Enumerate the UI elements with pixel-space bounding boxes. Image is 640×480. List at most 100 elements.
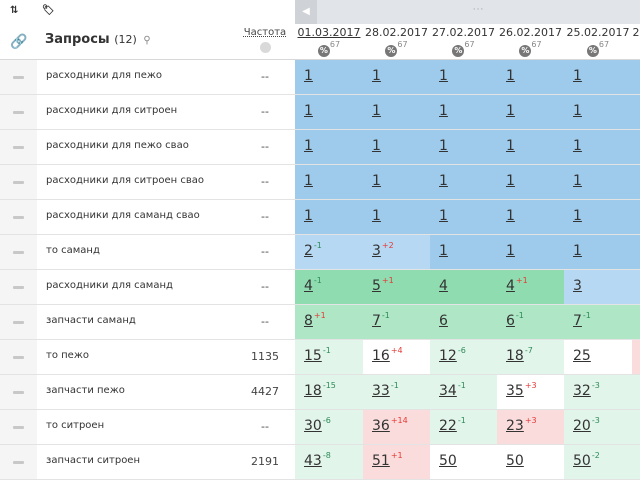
position-link[interactable]: 1	[372, 103, 381, 119]
row-toggle[interactable]	[0, 235, 38, 270]
position-link[interactable]: 12-6	[439, 346, 466, 364]
position-link[interactable]: 1	[506, 138, 515, 154]
position-link[interactable]: 5+1	[372, 276, 394, 294]
date-label[interactable]: 25.02.2017	[566, 26, 630, 39]
position-cell[interactable]: 4+1	[497, 270, 565, 305]
scroll-left-icon[interactable]: ◀	[295, 0, 317, 24]
row-toggle[interactable]	[0, 270, 38, 305]
position-cell[interactable]: 5+1	[363, 270, 431, 305]
position-cell[interactable]: 50	[497, 445, 565, 480]
row-toggle[interactable]	[0, 200, 38, 235]
position-link[interactable]: 25	[573, 348, 591, 364]
position-cell[interactable]: 34-1	[430, 375, 498, 410]
position-cell[interactable]: 1	[363, 200, 431, 235]
position-link[interactable]: 3	[573, 278, 582, 294]
link-icon[interactable]: 🔗	[10, 34, 28, 50]
position-cell[interactable]: 1	[430, 165, 498, 200]
position-cell[interactable]: 36+14	[363, 410, 431, 445]
position-cell[interactable]: 50-2	[564, 445, 633, 480]
position-cell[interactable]: 1	[497, 235, 565, 270]
position-link[interactable]: 35+3	[506, 381, 537, 399]
position-link[interactable]: 1	[439, 243, 448, 259]
row-toggle[interactable]	[0, 95, 38, 130]
position-cell[interactable]: 1	[564, 130, 633, 165]
row-toggle[interactable]	[0, 410, 38, 445]
position-link[interactable]: 50	[439, 453, 457, 469]
position-cell[interactable]: 20-3	[564, 410, 633, 445]
position-link[interactable]: 30-6	[304, 416, 331, 434]
position-cell[interactable]: 1	[363, 130, 431, 165]
position-cell[interactable]: 25	[564, 340, 633, 375]
position-cell[interactable]: 1	[295, 60, 364, 95]
position-cell[interactable]: 1	[497, 130, 565, 165]
position-cell[interactable]: 1	[497, 95, 565, 130]
frequency-column-header[interactable]: Частота	[235, 24, 296, 60]
position-link[interactable]: 6-1	[506, 311, 524, 329]
position-link[interactable]: 4-1	[304, 276, 322, 294]
position-cell[interactable]: 1	[430, 130, 498, 165]
position-link[interactable]: 1	[304, 103, 313, 119]
sort-icon[interactable]: ⇅	[10, 5, 19, 16]
position-link[interactable]: 8+1	[304, 311, 326, 329]
position-link[interactable]: 6	[439, 313, 448, 329]
row-toggle[interactable]	[0, 130, 38, 165]
position-cell[interactable]: 7-1	[363, 305, 431, 340]
row-toggle[interactable]	[0, 165, 38, 200]
position-link[interactable]: 1	[304, 173, 313, 189]
position-link[interactable]: 1	[439, 103, 448, 119]
position-cell[interactable]: 1	[430, 235, 498, 270]
position-link[interactable]: 1	[506, 208, 515, 224]
row-toggle[interactable]	[0, 445, 38, 480]
position-link[interactable]: 20-3	[573, 416, 600, 434]
row-toggle[interactable]	[0, 60, 38, 95]
position-link[interactable]: 1	[372, 138, 381, 154]
position-link[interactable]: 18-15	[304, 381, 336, 399]
position-link[interactable]: 1	[304, 68, 313, 84]
position-link[interactable]: 7-1	[372, 311, 390, 329]
position-link[interactable]: 1	[573, 103, 582, 119]
position-link[interactable]: 1	[506, 173, 515, 189]
position-cell[interactable]: 1	[295, 200, 364, 235]
date-column-header[interactable]: 01.03.2017 %67	[295, 24, 364, 60]
date-label[interactable]: 28.02.2017	[365, 26, 428, 39]
position-cell[interactable]: 1	[564, 235, 633, 270]
date-label[interactable]: 26.02.2017	[499, 26, 562, 39]
position-link[interactable]: 50	[506, 453, 524, 469]
position-cell[interactable]: 1	[497, 165, 565, 200]
position-link[interactable]: 43-8	[304, 451, 331, 469]
position-cell[interactable]: 4	[430, 270, 498, 305]
date-column-header[interactable]: 26.02.2017 %67	[497, 24, 565, 60]
position-cell[interactable]: 51+1	[363, 445, 431, 480]
position-cell[interactable]: 23+3	[497, 410, 565, 445]
position-link[interactable]: 1	[506, 103, 515, 119]
position-cell[interactable]: 6-1	[497, 305, 565, 340]
position-cell[interactable]: 30-6	[295, 410, 364, 445]
date-column-header[interactable]: 25.02.2017 %67	[564, 24, 633, 60]
position-link[interactable]: 1	[573, 208, 582, 224]
date-label[interactable]: 27.02.2017	[432, 26, 495, 39]
search-icon[interactable]: ⚲	[143, 35, 151, 46]
date-column-header[interactable]: 2	[632, 24, 640, 60]
position-cell[interactable]: 35+3	[497, 375, 565, 410]
position-cell[interactable]: 4-1	[295, 270, 364, 305]
position-link[interactable]: 3+2	[372, 241, 394, 259]
position-link[interactable]: 1	[372, 68, 381, 84]
position-link[interactable]: 33-1	[372, 381, 399, 399]
position-link[interactable]: 2-1	[304, 241, 322, 259]
date-label[interactable]: 01.03.2017	[297, 26, 361, 39]
position-cell[interactable]: 1	[363, 95, 431, 130]
row-toggle[interactable]	[0, 340, 38, 375]
position-link[interactable]: 1	[372, 208, 381, 224]
position-cell[interactable]: 1	[430, 200, 498, 235]
position-cell[interactable]: 2-1	[295, 235, 364, 270]
position-cell[interactable]: 33-1	[363, 375, 431, 410]
date-column-header[interactable]: 27.02.2017 %67	[430, 24, 498, 60]
position-link[interactable]: 36+14	[372, 416, 408, 434]
position-link[interactable]: 1	[304, 138, 313, 154]
position-link[interactable]: 1	[439, 173, 448, 189]
position-link[interactable]: 1	[506, 243, 515, 259]
tag-icon[interactable]: 🏷	[42, 5, 55, 16]
position-link[interactable]: 7-1	[573, 311, 591, 329]
position-link[interactable]: 1	[573, 243, 582, 259]
position-cell[interactable]: 22-1	[430, 410, 498, 445]
